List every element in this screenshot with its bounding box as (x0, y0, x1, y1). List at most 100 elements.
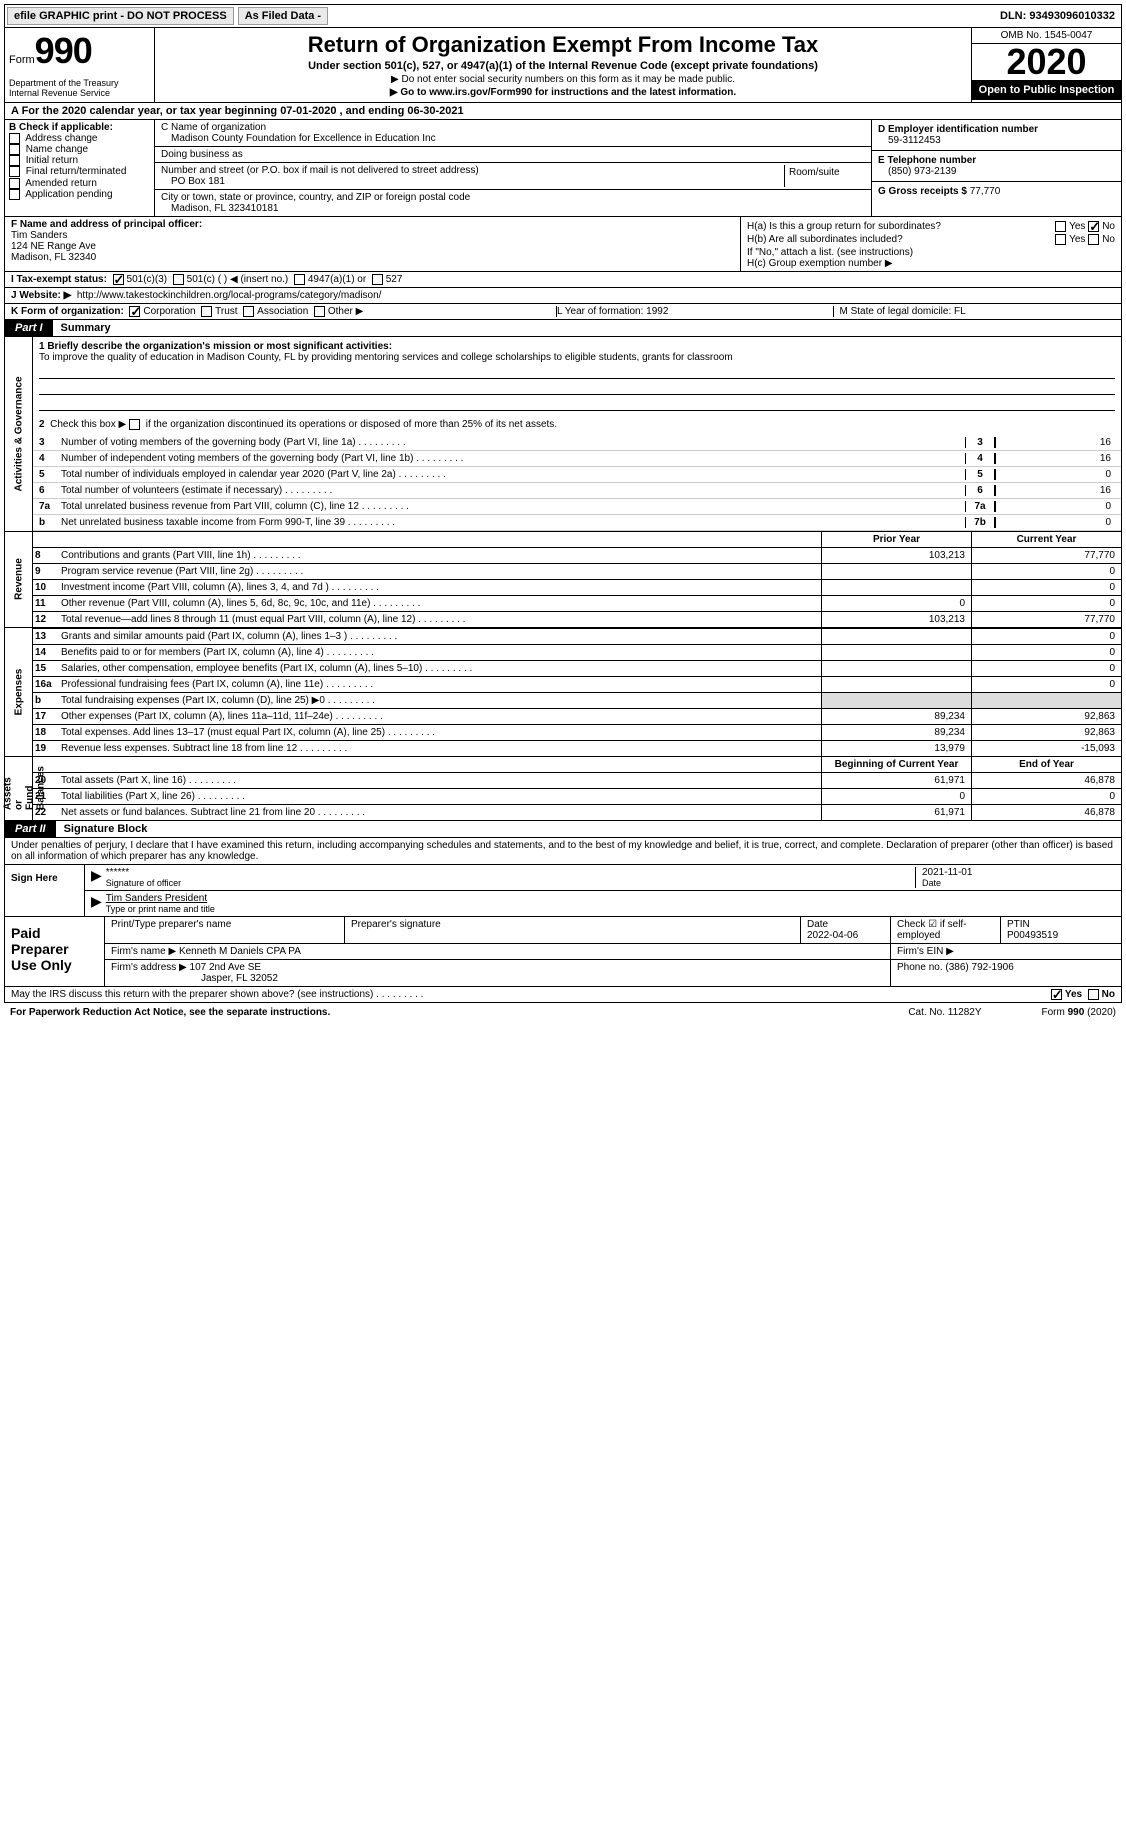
discontinued-checkbox[interactable] (129, 419, 140, 430)
city-label: City or town, state or province, country… (161, 192, 470, 203)
irs-discuss-q: May the IRS discuss this return with the… (11, 989, 423, 1000)
part1-tag: Part I (5, 320, 53, 336)
hb-label: H(b) Are all subordinates included? (747, 234, 903, 245)
org-name-label: C Name of organization (161, 122, 266, 133)
527-checkbox[interactable] (372, 274, 383, 285)
trust-checkbox[interactable] (201, 306, 212, 317)
self-employed: Check ☑ if self-employed (891, 917, 1001, 943)
firm-addr1: 107 2nd Ave SE (190, 962, 262, 973)
block-fgh: F Name and address of principal officer:… (4, 217, 1122, 272)
firm-name: Kenneth M Daniels CPA PA (179, 946, 301, 957)
officer-name-title: Tim Sanders President (106, 893, 1115, 904)
firm-phone: (386) 792-1906 (945, 962, 1013, 973)
vlabel-net: Net Assets or Fund Balances (5, 757, 33, 820)
form-title: Return of Organization Exempt From Incom… (163, 32, 963, 58)
part2-title: Signature Block (56, 821, 156, 837)
mission-text: To improve the quality of education in M… (39, 352, 1115, 363)
fin-line: 12Total revenue—add lines 8 through 11 (… (33, 611, 1121, 627)
ptin: P00493519 (1007, 930, 1058, 941)
colb-checkbox[interactable] (9, 133, 20, 144)
org-name: Madison County Foundation for Excellence… (161, 133, 865, 144)
addr-label: Number and street (or P.O. box if mail i… (161, 165, 479, 176)
dln: DLN: 93493096010332 (1000, 10, 1121, 22)
net-assets-section: Net Assets or Fund Balances Beginning of… (4, 757, 1122, 821)
col-h-group: H(a) Is this a group return for subordin… (741, 217, 1121, 271)
gross-receipts: 77,770 (970, 186, 1001, 197)
col-b-header: B Check if applicable: (9, 122, 150, 133)
ha-yes-checkbox[interactable] (1055, 221, 1066, 232)
line2-discontinued: 2 Check this box ▶ if the organization d… (39, 419, 1115, 430)
header-center: Return of Organization Exempt From Incom… (155, 28, 971, 102)
vlabel-expenses: Expenses (5, 628, 33, 756)
hb-note: If "No," attach a list. (see instruction… (747, 247, 1115, 258)
mission-label: 1 Briefly describe the organization's mi… (39, 341, 392, 352)
website-url: http://www.takestockinchildren.org/local… (77, 290, 382, 301)
4947-checkbox[interactable] (294, 274, 305, 285)
block-bcd: B Check if applicable: Address change Na… (4, 120, 1122, 217)
fin-line: 17Other expenses (Part IX, column (A), l… (33, 708, 1121, 724)
fin-line: 16aProfessional fundraising fees (Part I… (33, 676, 1121, 692)
colb-checkbox[interactable] (9, 166, 20, 177)
tax-year: 2020 (972, 44, 1121, 80)
form-word: Form (9, 54, 35, 66)
gross-label: G Gross receipts $ (878, 186, 967, 197)
discuss-yes-checkbox[interactable] (1051, 989, 1062, 1000)
form-note-1: ▶ Do not enter social security numbers o… (163, 74, 963, 85)
vlabel-governance: Activities & Governance (5, 337, 33, 530)
dept-treasury: Department of the Treasury Internal Reve… (9, 78, 150, 98)
beg-year-hdr: Beginning of Current Year (821, 757, 971, 772)
tel: (850) 973-2139 (878, 166, 1115, 177)
other-checkbox[interactable] (314, 306, 325, 317)
hb-yes-checkbox[interactable] (1055, 234, 1066, 245)
officer-label: F Name and address of principal officer: (11, 219, 202, 230)
officer-addr1: 124 NE Range Ave (11, 241, 734, 252)
expenses-section: Expenses 13Grants and similar amounts pa… (4, 628, 1122, 757)
colb-checkbox[interactable] (9, 155, 20, 166)
fin-line: 10Investment income (Part VIII, column (… (33, 579, 1121, 595)
addr: PO Box 181 (161, 176, 784, 187)
dba-label: Doing business as (161, 149, 243, 160)
prep-sig-label: Preparer's signature (345, 917, 801, 943)
page: efile GRAPHIC print - DO NOT PROCESS As … (0, 0, 1126, 1026)
colb-checkbox[interactable] (9, 189, 20, 200)
summary-line: 6Total number of volunteers (estimate if… (33, 483, 1121, 499)
form-page: Form 990 (2020) (1042, 1007, 1116, 1018)
arrow-icon: ▶ (91, 867, 102, 888)
paid-preparer: Paid Preparer Use Only Print/Type prepar… (4, 917, 1122, 987)
revenue-section: Revenue Prior YearCurrent Year 8Contribu… (4, 532, 1122, 628)
colb-checkbox[interactable] (9, 178, 20, 189)
irs-discuss-row: May the IRS discuss this return with the… (4, 987, 1122, 1003)
fin-line: 19Revenue less expenses. Subtract line 1… (33, 740, 1121, 756)
col-d: D Employer identification number 59-3112… (871, 120, 1121, 216)
city: Madison, FL 323410181 (161, 203, 865, 214)
ein-label: D Employer identification number (878, 124, 1115, 135)
form-subtitle: Under section 501(c), 527, or 4947(a)(1)… (163, 60, 963, 72)
fin-line: 14Benefits paid to or for members (Part … (33, 644, 1121, 660)
state-domicile: M State of legal domicile: FL (834, 306, 1116, 317)
cat-no: Cat. No. 11282Y (908, 1007, 981, 1018)
sign-here-label: Sign Here (5, 865, 85, 916)
501c3-checkbox[interactable] (113, 274, 124, 285)
discuss-no-checkbox[interactable] (1088, 989, 1099, 1000)
header-right: OMB No. 1545-0047 2020 Open to Public In… (971, 28, 1121, 102)
fin-line: 11Other revenue (Part VIII, column (A), … (33, 595, 1121, 611)
corp-checkbox[interactable] (129, 306, 140, 317)
summary-line: 3Number of voting members of the governi… (33, 435, 1121, 451)
fin-line: 15Salaries, other compensation, employee… (33, 660, 1121, 676)
summary-line: 7aTotal unrelated business revenue from … (33, 499, 1121, 515)
assoc-checkbox[interactable] (243, 306, 254, 317)
fin-line: 8Contributions and grants (Part VIII, li… (33, 547, 1121, 563)
501c-checkbox[interactable] (173, 274, 184, 285)
row-j-website: J Website: ▶ http://www.takestockinchild… (4, 288, 1122, 304)
col-c-org-info: C Name of organization Madison County Fo… (155, 120, 871, 216)
hb-no-checkbox[interactable] (1088, 234, 1099, 245)
name-title-label: Type or print name and title (106, 904, 1115, 914)
fin-line: 9Program service revenue (Part VIII, lin… (33, 563, 1121, 579)
prep-name-label: Print/Type preparer's name (105, 917, 345, 943)
sig-officer-label: Signature of officer (106, 878, 915, 888)
row-i-tax-status: I Tax-exempt status: 501(c)(3) 501(c) ( … (4, 272, 1122, 288)
part1-header: Part I Summary (4, 320, 1122, 337)
officer-addr2: Madison, FL 32340 (11, 252, 734, 263)
ha-no-checkbox[interactable] (1088, 221, 1099, 232)
colb-checkbox[interactable] (9, 144, 20, 155)
